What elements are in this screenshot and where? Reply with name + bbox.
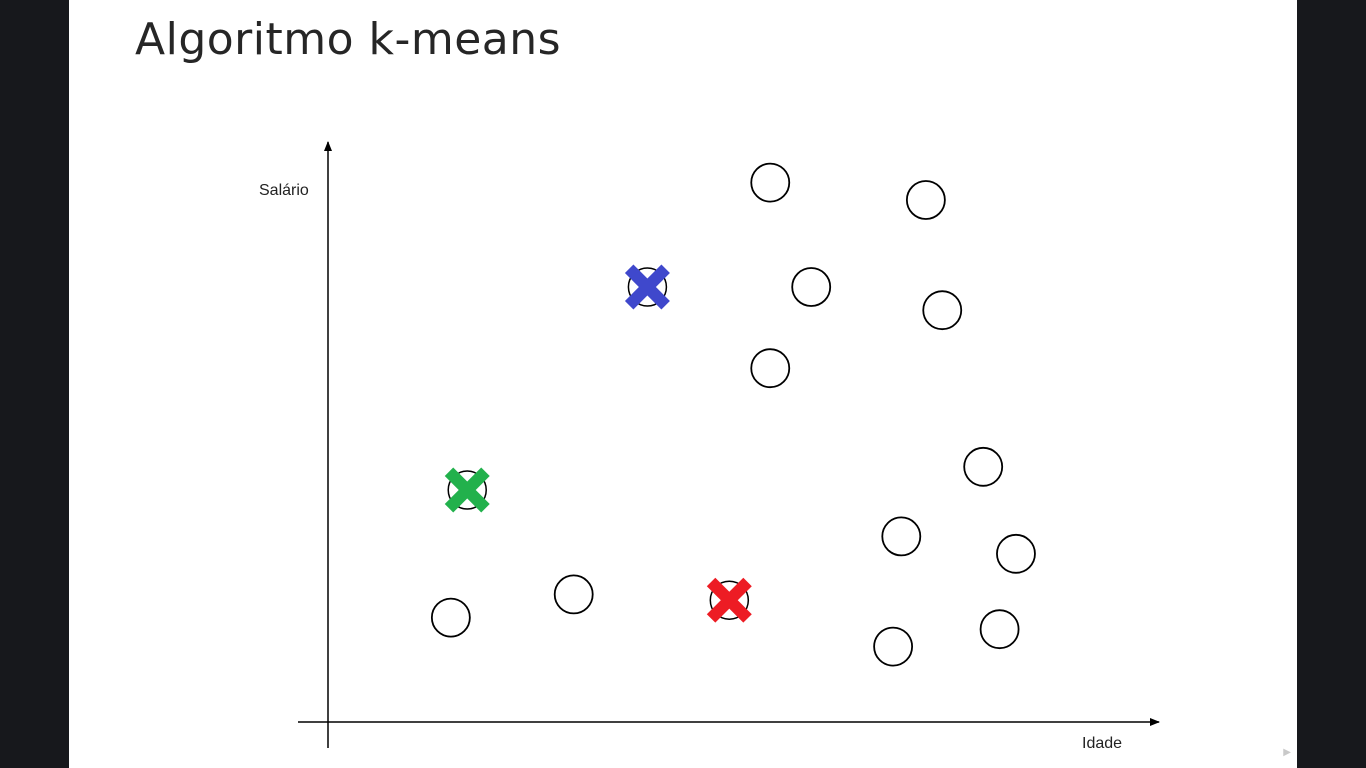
data-points (430, 162, 1036, 667)
data-point-6 (963, 446, 1004, 487)
centroid-1 (624, 264, 670, 310)
centroid-3 (706, 577, 752, 623)
slide: Algoritmo k-means Salário Idade ▶ (69, 0, 1297, 768)
data-point-5 (750, 348, 791, 389)
data-point-1 (750, 162, 791, 203)
y-axis-label: Salário (259, 182, 309, 199)
data-point-12 (979, 609, 1020, 650)
data-point-9 (430, 597, 471, 638)
data-point-3 (791, 267, 832, 307)
data-point-8 (996, 533, 1036, 574)
scatter-plot: Salário Idade (259, 141, 1160, 752)
centroid-2 (444, 467, 490, 513)
data-point-7 (881, 516, 922, 557)
slide-title: Algoritmo k-means (135, 14, 562, 65)
data-point-4 (922, 290, 963, 331)
data-point-10 (553, 574, 594, 615)
x-axis-label: Idade (1082, 735, 1122, 752)
watermark-icon: ▶ (1283, 747, 1291, 758)
data-point-2 (905, 180, 946, 220)
data-point-11 (873, 626, 914, 667)
